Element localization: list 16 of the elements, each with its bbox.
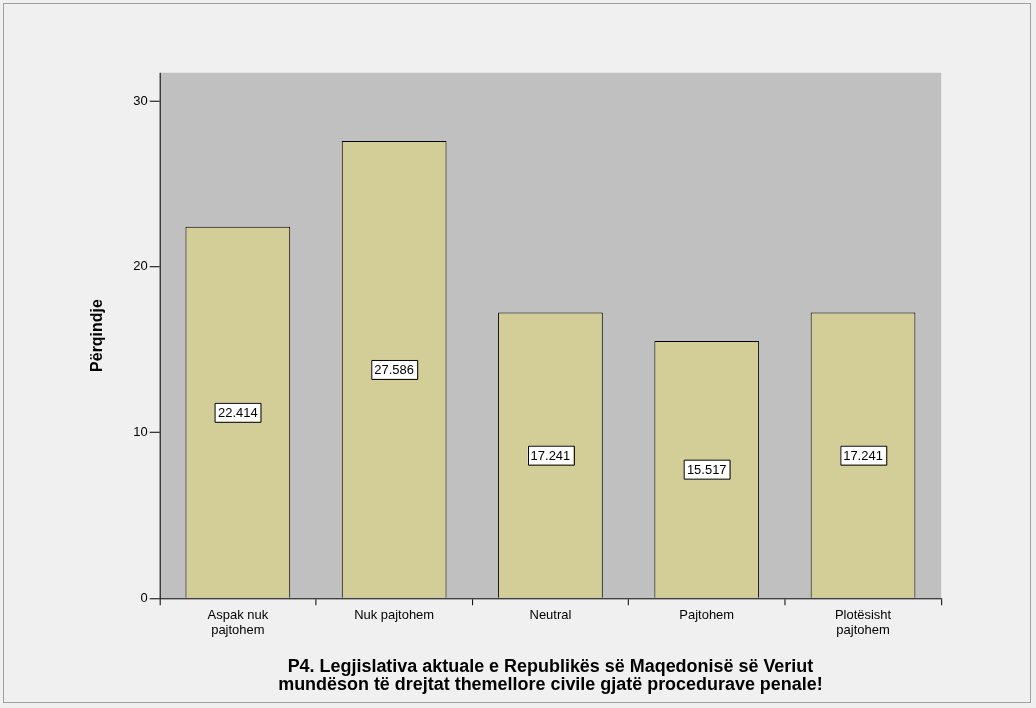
- data-label: 22.414: [218, 404, 258, 420]
- data-label: 17.241: [843, 447, 883, 463]
- x-tick-label: Pajtohem: [679, 606, 735, 622]
- x-tick-label: Aspak nuk pajtohem: [207, 606, 269, 638]
- y-tick-label: 20: [133, 258, 148, 274]
- y-tick-label: 10: [133, 424, 148, 440]
- data-label: 17.241: [530, 447, 571, 463]
- y-axis-title: Përqindje: [87, 299, 105, 372]
- x-axis-title: P4. Legjislativa aktuale e Republikës së Maqedonisë së Veriut mundëson të drejtat themellore civile gjatë procedurave penale!: [278, 656, 823, 694]
- x-tick-label: Neutral: [529, 606, 572, 622]
- data-label: 27.586: [374, 361, 414, 377]
- x-tick-label: Plotësisht pajtohem: [834, 606, 892, 638]
- data-label: 15.517: [686, 462, 727, 477]
- x-tick-label: Nuk pajtohem: [354, 606, 435, 622]
- y-tick-label: 0: [140, 589, 148, 605]
- y-tick-label: 30: [133, 92, 148, 108]
